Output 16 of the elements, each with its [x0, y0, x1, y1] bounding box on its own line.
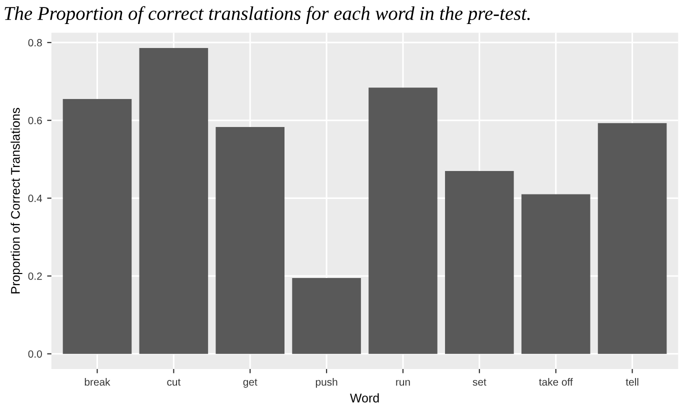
chart-title: The Proportion of correct translations for each word in the pre-test. [4, 6, 530, 24]
x-axis-title: Word [350, 393, 379, 402]
y-tick-label: 0.2 [28, 272, 42, 280]
x-tick-label: set [472, 378, 486, 386]
y-tick-label: 0.6 [28, 116, 42, 124]
x-tick-label: run [396, 380, 410, 386]
x-tick-label: cut [167, 378, 181, 386]
y-tick-label: 0.0 [28, 350, 42, 358]
y-tick-label: 0.8 [28, 39, 42, 46]
y-tick-label: 0.4 [28, 194, 42, 202]
x-tick-label: break [84, 378, 110, 386]
x-tick-label: push [316, 378, 338, 388]
x-tick-label: tell [626, 378, 638, 386]
x-tick-label: get [243, 378, 258, 388]
y-axis-title: Proportion of Correct Translations [10, 108, 22, 294]
x-tick-label: take off [539, 378, 573, 386]
